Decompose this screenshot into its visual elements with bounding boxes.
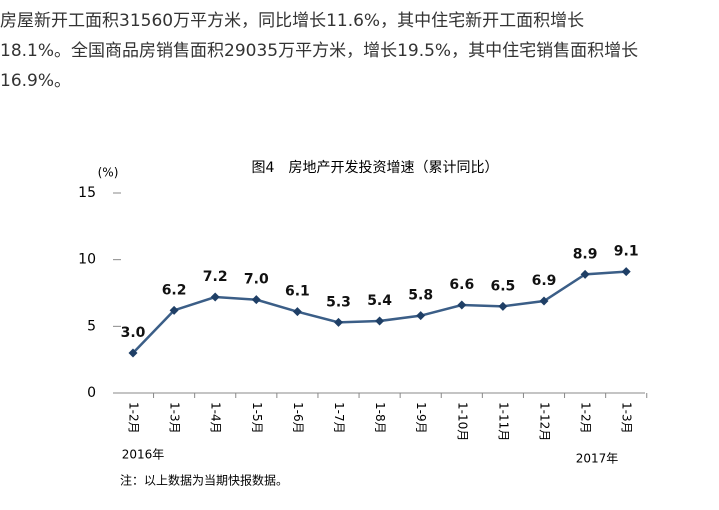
value-label: 6.2 [162,282,187,298]
y-tick-label: 5 [87,318,96,334]
value-label: 3.0 [121,325,146,341]
value-label: 5.4 [367,293,392,309]
value-label: 5.3 [326,294,351,310]
marker [375,316,385,326]
marker [292,307,302,317]
article-line: 16.9%。 [0,71,72,91]
x-tick-label: 1-6月 [291,402,305,434]
x-tick-label: 1-8月 [373,402,387,434]
x-tick-label: 1-3月 [168,402,182,434]
article-line: 房屋新开工面积31560万平方米，同比增长11.6%，其中住宅新开工面积增长 [0,11,585,31]
value-label: 6.1 [285,284,310,300]
x-tick-label: 1-9月 [414,402,428,434]
marker [169,305,179,315]
value-label: 7.2 [203,269,228,285]
marker [334,317,343,327]
x-tick-label: 1-11月 [496,402,510,441]
marker [621,267,631,277]
x-tick-label: 1-7月 [332,402,346,434]
year-label: 2016年 [122,448,165,462]
marker [457,300,467,310]
marker [251,295,261,305]
chart-title: 图4 房地产开发投资增速（累计同比） [252,160,499,176]
value-label: 8.9 [573,246,598,262]
value-label: 6.9 [532,273,557,289]
marker [128,348,138,358]
marker [210,292,220,302]
note: 注：以上数据为当期快报数据。 [120,473,288,488]
y-tick-label: 10 [78,252,96,268]
marker [498,301,508,311]
y-axis-label: (%) [98,166,119,180]
article: 房屋新开工面积31560万平方米，同比增长11.6%，其中住宅新开工面积增长 1… [0,6,719,96]
marker [416,311,426,321]
value-label: 6.5 [490,278,515,294]
x-tick-label: 1-2月 [127,402,141,434]
x-tick-label: 1-4月 [209,402,223,434]
value-label: 6.6 [449,277,474,293]
marker [580,269,590,279]
x-tick-label: 1-12月 [538,402,552,441]
x-tick-label: 1-10月 [455,402,469,441]
marker [539,296,549,306]
article-line: 18.1%。全国商品房销售面积29035万平方米，增长19.5%，其中住宅销售面… [0,41,639,61]
y-tick-label: 0 [87,385,96,401]
value-label: 9.1 [614,244,639,260]
value-label: 7.0 [244,272,269,288]
value-label: 5.8 [408,288,433,304]
x-tick-label: 1-3月 [620,402,634,434]
y-tick-label: 15 [78,185,96,201]
x-tick-label: 1-5月 [250,402,264,434]
year-label: 2017年 [576,452,619,466]
x-tick-label: 1-2月 [579,402,593,434]
